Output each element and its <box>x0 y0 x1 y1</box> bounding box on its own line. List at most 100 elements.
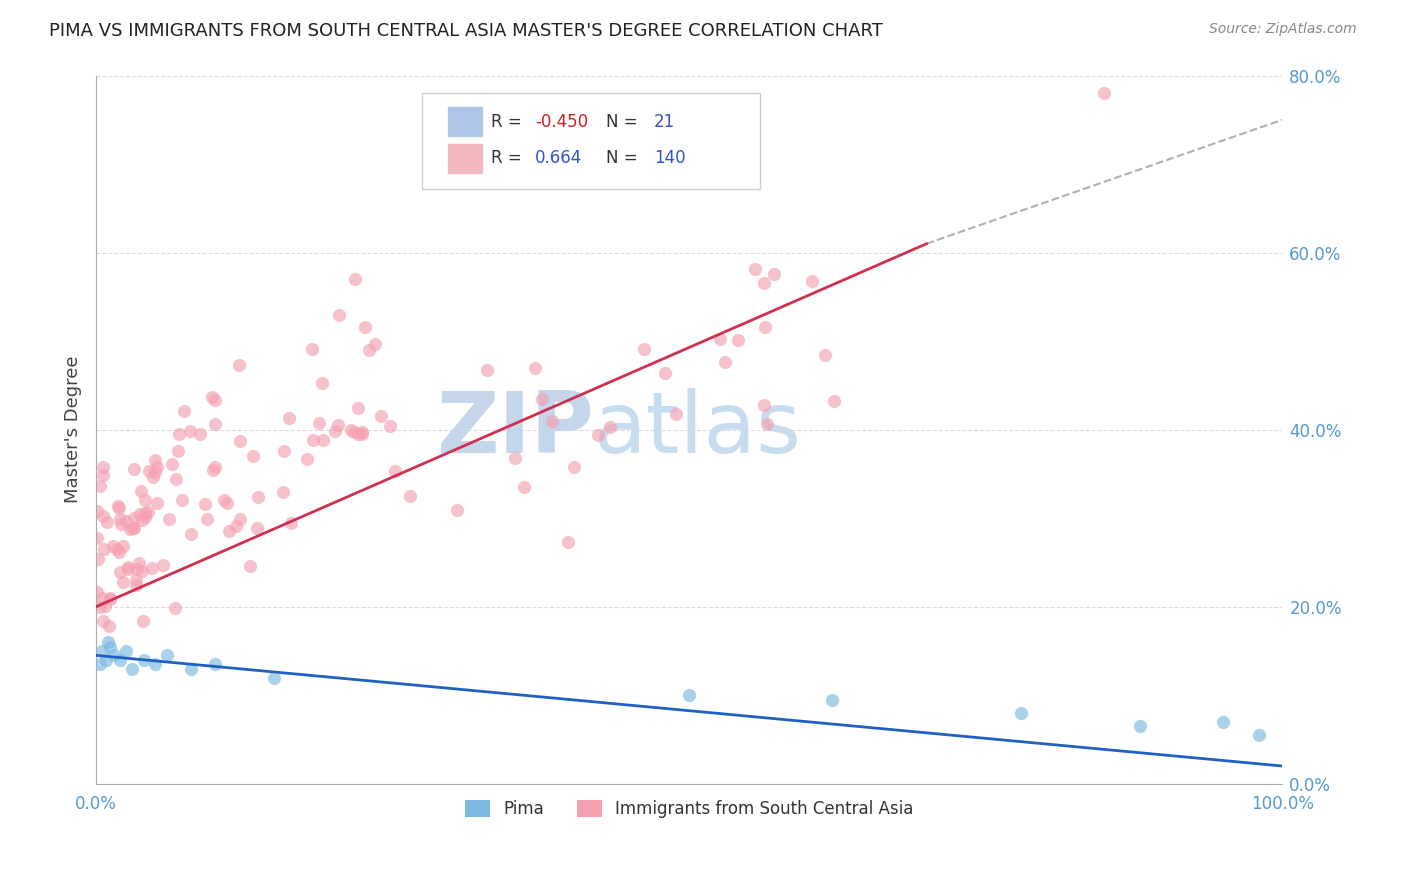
Point <box>586 428 609 442</box>
Point <box>103 648 125 663</box>
Point <box>101 539 124 553</box>
Point <box>179 424 201 438</box>
Point <box>820 692 842 706</box>
Text: ZIP: ZIP <box>437 388 595 471</box>
Point <box>214 493 236 508</box>
Y-axis label: Master's Degree: Master's Degree <box>65 356 82 503</box>
Point <box>202 463 225 477</box>
Point <box>215 496 238 510</box>
Point <box>370 409 392 423</box>
Point <box>105 542 128 557</box>
Point <box>242 449 264 463</box>
Point <box>180 662 202 676</box>
Point <box>107 501 129 516</box>
FancyBboxPatch shape <box>449 107 482 136</box>
Point <box>117 560 139 574</box>
Point <box>197 511 219 525</box>
Point <box>108 511 131 525</box>
Point <box>347 426 370 441</box>
Point <box>323 424 346 438</box>
Point <box>301 343 323 357</box>
Point <box>599 419 621 434</box>
Point <box>280 516 302 531</box>
Point <box>107 500 129 514</box>
Point <box>91 644 114 658</box>
Point <box>86 531 108 545</box>
Point <box>295 452 318 467</box>
Point <box>91 468 114 483</box>
Point <box>709 332 731 346</box>
Point <box>814 348 837 362</box>
Point <box>727 333 749 347</box>
Point <box>353 319 375 334</box>
Point <box>89 600 111 615</box>
Point <box>114 644 136 658</box>
Text: N =: N = <box>606 112 643 130</box>
Point <box>94 653 117 667</box>
Text: R =: R = <box>491 112 527 130</box>
Point <box>364 337 387 351</box>
Point <box>118 522 141 536</box>
Point <box>87 552 110 566</box>
Point <box>117 561 139 575</box>
Point <box>96 515 118 529</box>
Point <box>193 497 215 511</box>
Point <box>357 343 380 357</box>
Point <box>273 444 295 458</box>
Point <box>89 657 111 672</box>
Point <box>131 614 153 628</box>
Point <box>204 417 226 431</box>
Point <box>229 512 252 526</box>
Point <box>562 460 585 475</box>
Point <box>399 489 422 503</box>
Point <box>247 490 270 504</box>
Point <box>169 426 191 441</box>
Point <box>156 648 179 663</box>
Point <box>157 511 180 525</box>
Point <box>302 433 325 447</box>
Point <box>246 521 269 535</box>
Point <box>108 565 131 579</box>
Point <box>218 524 240 538</box>
Point <box>142 469 165 483</box>
Point <box>311 433 333 447</box>
Text: R =: R = <box>491 149 527 168</box>
Point <box>540 414 562 428</box>
FancyBboxPatch shape <box>449 144 482 173</box>
Point <box>352 425 374 439</box>
Point <box>86 585 108 599</box>
Point <box>326 418 349 433</box>
Point <box>505 451 527 466</box>
Point <box>172 492 194 507</box>
Point <box>1010 706 1032 720</box>
Point <box>134 492 156 507</box>
Point <box>91 614 114 628</box>
Point <box>134 510 156 524</box>
Text: atlas: atlas <box>595 388 803 471</box>
Point <box>755 417 778 431</box>
Point <box>145 657 167 672</box>
Point <box>343 425 366 439</box>
Point <box>752 276 775 290</box>
Point <box>1129 719 1152 733</box>
Text: PIMA VS IMMIGRANTS FROM SOUTH CENTRAL ASIA MASTER'S DEGREE CORRELATION CHART: PIMA VS IMMIGRANTS FROM SOUTH CENTRAL AS… <box>49 22 883 40</box>
Point <box>378 418 401 433</box>
Point <box>98 591 121 605</box>
Point <box>1212 714 1234 729</box>
Legend: Pima, Immigrants from South Central Asia: Pima, Immigrants from South Central Asia <box>458 794 921 825</box>
Point <box>762 267 785 281</box>
Point <box>754 320 776 334</box>
Point <box>271 485 294 500</box>
Text: N =: N = <box>606 149 643 168</box>
Point <box>111 575 134 590</box>
Point <box>94 599 117 613</box>
Point <box>134 506 156 520</box>
Point <box>173 403 195 417</box>
Point <box>121 521 143 535</box>
Point <box>343 272 366 286</box>
Point <box>91 509 114 524</box>
Point <box>654 366 676 380</box>
Point <box>91 460 114 475</box>
Point <box>229 434 252 448</box>
Text: 140: 140 <box>654 149 685 168</box>
